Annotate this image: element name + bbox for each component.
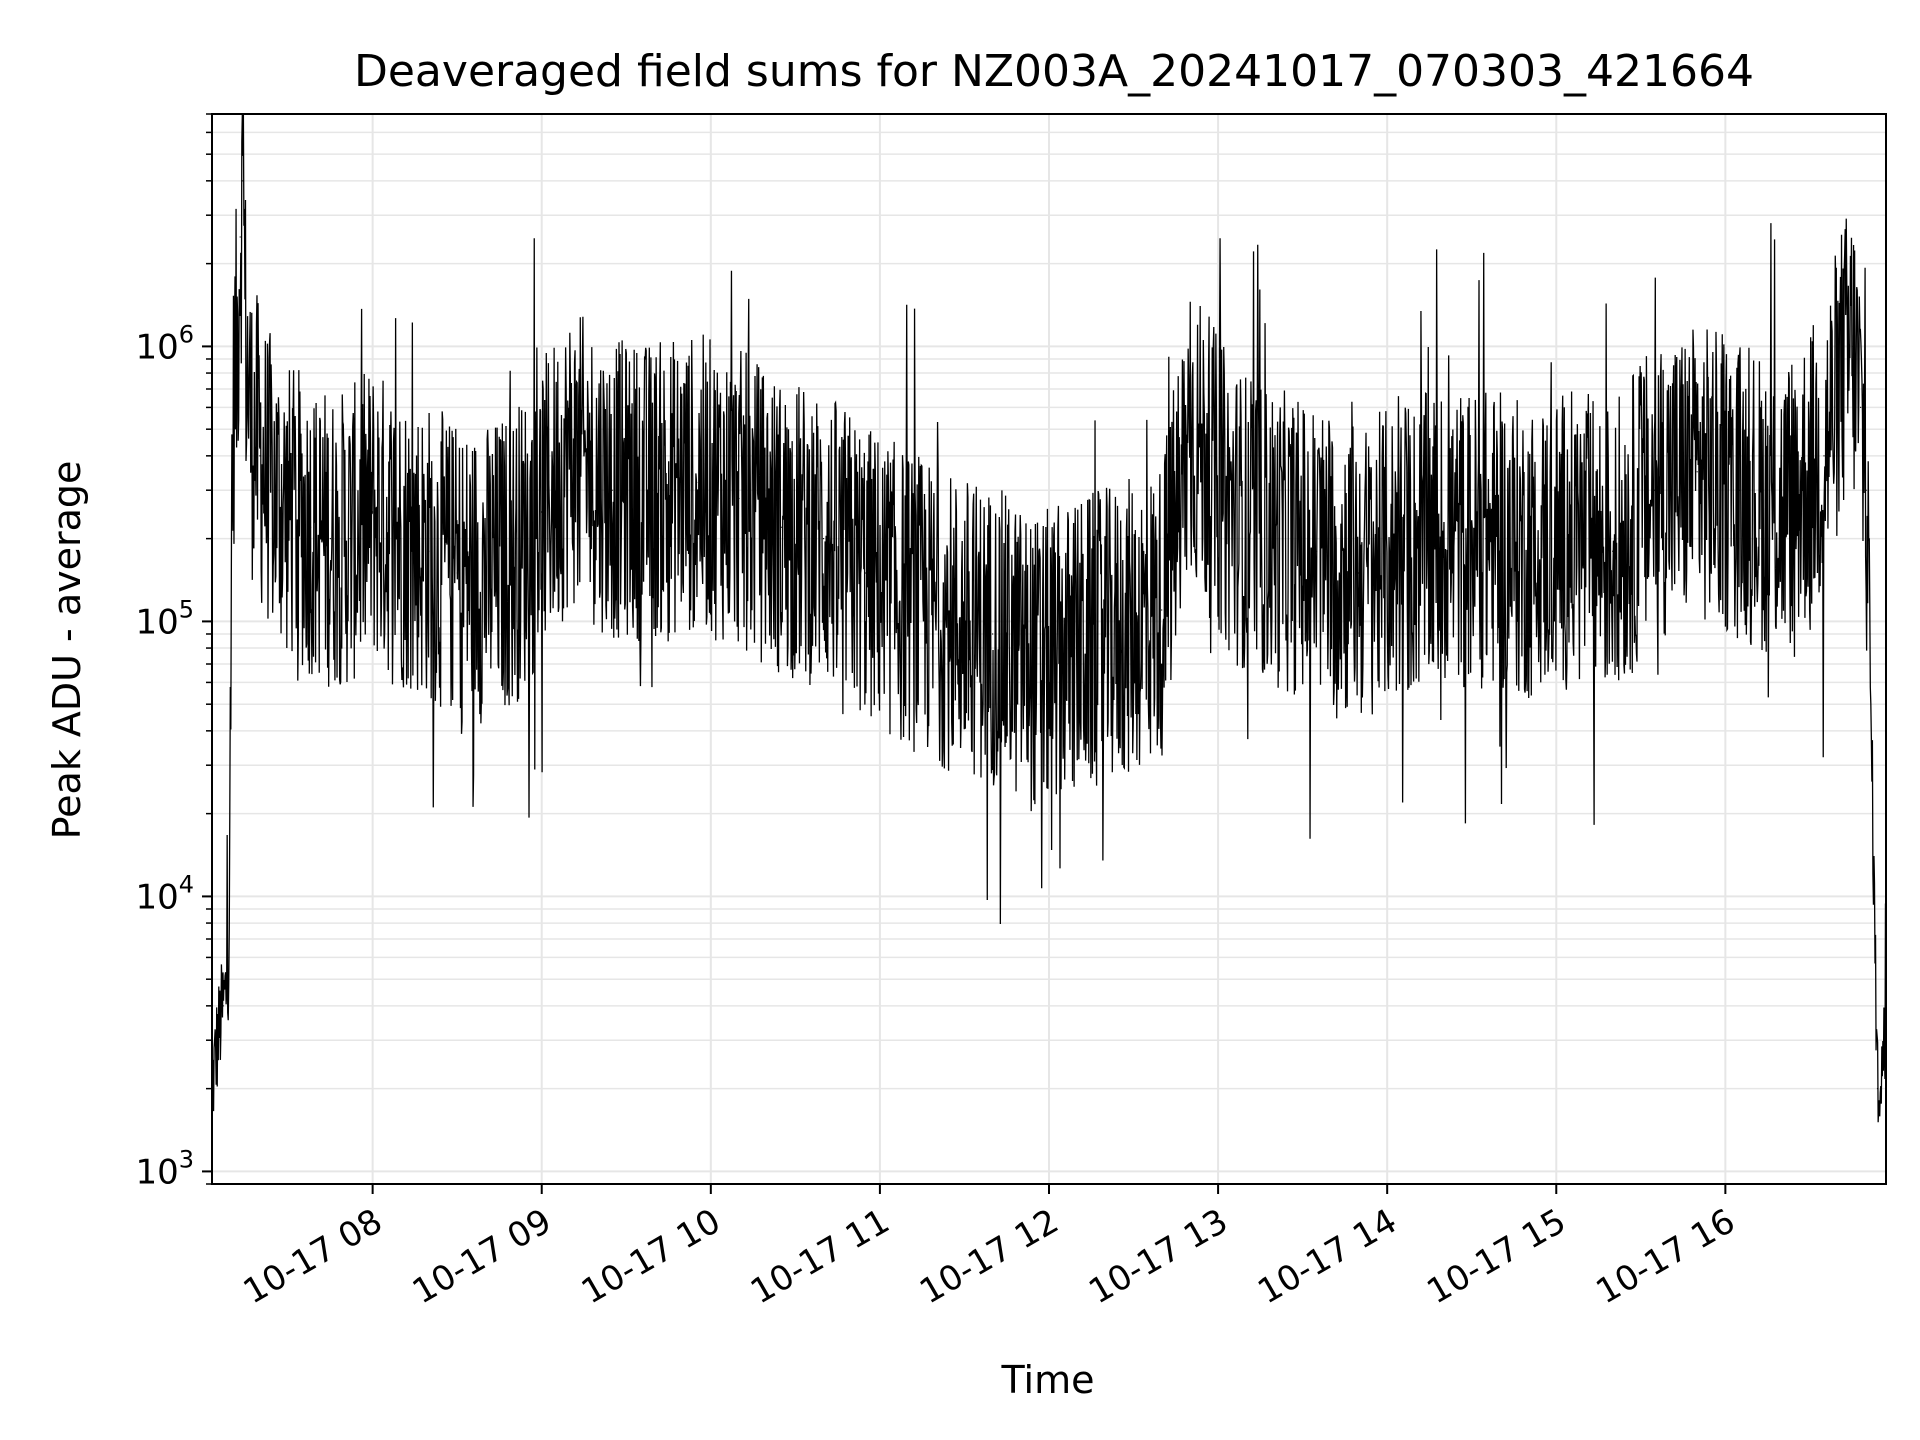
- data-point: [310, 526, 312, 528]
- data-point: [484, 572, 486, 574]
- data-point: [949, 620, 951, 623]
- data-point: [245, 345, 247, 348]
- data-point: [219, 1021, 222, 1023]
- data-point: [217, 1039, 219, 1041]
- data-point: [541, 511, 543, 513]
- data-point: [1851, 345, 1853, 348]
- data-point: [1400, 550, 1402, 552]
- data-point: [400, 538, 402, 540]
- data-point: [1076, 647, 1078, 649]
- data-point: [1485, 538, 1487, 540]
- data-point: [822, 538, 825, 540]
- y-tick-label: 103: [135, 1145, 194, 1192]
- data-point: [1696, 471, 1698, 473]
- data-point: [653, 489, 656, 491]
- y-tick-label: 106: [135, 320, 194, 367]
- data-point: [1871, 764, 1873, 766]
- data-point: [225, 991, 227, 993]
- data-point: [1865, 489, 1867, 491]
- data-point: [1860, 406, 1862, 409]
- data-point: [1358, 572, 1360, 574]
- data-point: [287, 511, 289, 513]
- data-point: [1442, 538, 1445, 540]
- data-point: [239, 236, 241, 238]
- data-point: [569, 455, 571, 457]
- data-point: [1738, 489, 1741, 491]
- data-point: [259, 455, 261, 457]
- data-point: [1823, 455, 1825, 457]
- data-point: [1840, 372, 1842, 374]
- data-point: [1316, 550, 1318, 552]
- data-point: [1781, 511, 1783, 513]
- y-tick-label: 105: [135, 595, 194, 642]
- data-point: [611, 489, 613, 491]
- data-point: [250, 428, 253, 430]
- data-point: [512, 557, 515, 559]
- data-point: [233, 372, 236, 374]
- data-point: [222, 1005, 224, 1007]
- series-line: [212, 114, 1886, 1123]
- data-point: [273, 489, 275, 491]
- data-point: [1118, 633, 1121, 635]
- data-point: [256, 441, 258, 443]
- data-point: [780, 526, 782, 528]
- series-layer: [212, 114, 1886, 1123]
- data-point: [1161, 609, 1163, 611]
- data-point: [865, 572, 867, 574]
- data-point: [1876, 1088, 1879, 1090]
- data-point: [264, 471, 267, 473]
- y-axis-label: Peak ADU - average: [45, 461, 89, 840]
- data-point: [1527, 550, 1529, 552]
- data-point: [228, 956, 230, 959]
- x-axis-label: Time: [1001, 1358, 1095, 1402]
- data-point: [329, 538, 331, 540]
- data-point: [1612, 550, 1614, 552]
- data-point: [992, 633, 994, 635]
- data-point: [428, 550, 430, 552]
- data-point: [1231, 511, 1233, 513]
- data-point: [738, 497, 740, 500]
- data-point: [236, 345, 238, 348]
- data-point: [1189, 428, 1191, 430]
- y-axis: 103 104 105 106: [135, 113, 212, 1192]
- data-point: [372, 511, 374, 513]
- data-point: [349, 538, 351, 540]
- data-point: [242, 180, 244, 182]
- data-point: [456, 572, 458, 574]
- chart-title: Deaveraged field sums for NZ003A_2024101…: [354, 46, 1754, 97]
- data-point: [231, 489, 233, 491]
- series-group: [212, 114, 1886, 1123]
- y-tick-label: 104: [135, 870, 194, 917]
- data-point: [907, 599, 909, 601]
- data-point: [1273, 538, 1276, 540]
- data-point: [1654, 489, 1656, 491]
- data-point: [696, 481, 698, 484]
- data-point: [1034, 663, 1036, 665]
- data-point: [1569, 538, 1571, 540]
